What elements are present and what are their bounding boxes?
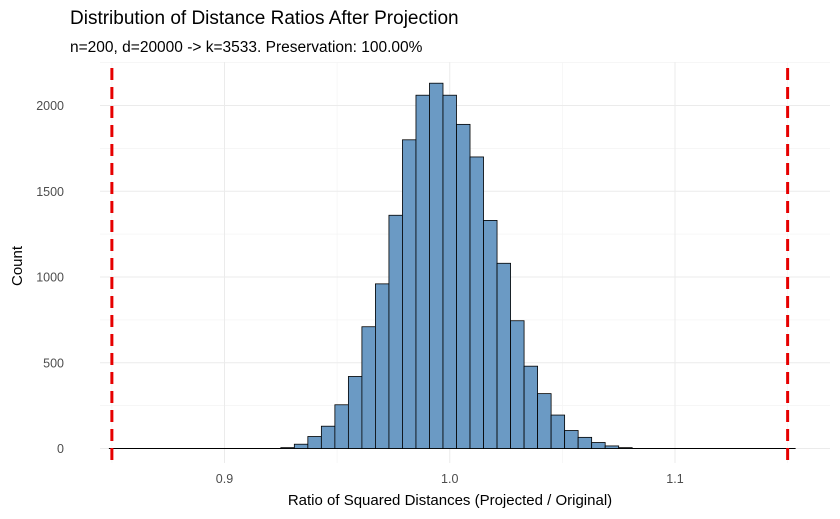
histogram-bar-13 (456, 123, 471, 449)
histogram-bar-24 (604, 445, 620, 449)
y-tick-label-4: 2000 (36, 99, 64, 113)
histogram-bar-11 (429, 82, 444, 449)
histogram-bar-18 (523, 365, 538, 449)
histogram-bar-19 (537, 393, 552, 449)
x-axis-title: Ratio of Squared Distances (Projected / … (288, 492, 612, 509)
histogram-bar-20 (550, 414, 566, 449)
reference-lines (110, 68, 790, 463)
histogram-bar-7 (375, 283, 390, 449)
y-tick-label-3: 1500 (36, 185, 64, 199)
histogram-bar-10 (415, 94, 430, 449)
y-axis-title: Count (9, 245, 26, 286)
x-tick-label-0: 0.9 (216, 472, 233, 486)
histogram-bar-22 (577, 436, 593, 449)
x-tick-label-2: 1.1 (666, 472, 683, 486)
histogram-bar-8 (388, 214, 403, 449)
chart-subtitle: n=200, d=20000 -> k=3533. Preservation: … (70, 39, 423, 56)
y-tick-label-2: 1000 (36, 271, 64, 285)
histogram-bar-23 (591, 442, 606, 449)
histogram-bar-9 (402, 139, 417, 449)
histogram-bar-2 (307, 436, 322, 449)
histogram-bar-4 (334, 404, 349, 449)
histogram-bar-5 (347, 376, 363, 449)
tick-labels: 0.9 1.0 1.1 0 500 1000 1500 2000 (36, 99, 684, 486)
histogram-bar-12 (442, 94, 457, 449)
histogram-bar-17 (510, 320, 525, 449)
x-tick-label-1: 1.0 (441, 472, 458, 486)
histogram-bar-16 (496, 262, 511, 449)
histogram-bar-25 (618, 447, 633, 449)
histogram-bar-3 (320, 425, 336, 449)
histogram-bar-15 (483, 220, 498, 449)
y-tick-label-1: 500 (43, 356, 64, 370)
histogram-bars (108, 82, 796, 449)
histogram-bar-0 (280, 447, 295, 449)
histogram-bar-1 (293, 443, 309, 449)
y-tick-label-0: 0 (57, 442, 64, 456)
histogram-bar-6 (361, 326, 376, 449)
histogram-bar-21 (564, 430, 579, 449)
chart-title: Distribution of Distance Ratios After Pr… (70, 8, 459, 29)
histogram-bar-14 (469, 156, 484, 449)
